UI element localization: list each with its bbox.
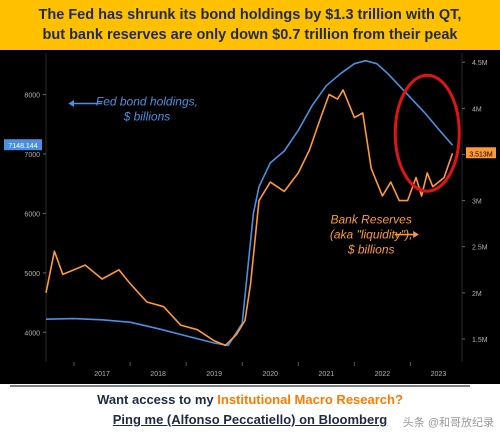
x-tick-label: 2019: [206, 371, 222, 378]
right-tick-label: 4M: [472, 106, 482, 113]
left-tick-label: 4000: [24, 330, 40, 337]
cta-highlight: Institutional Macro Research?: [217, 392, 403, 407]
left-last-value-text: 7148.144: [8, 143, 37, 150]
left-tick-label: 8000: [24, 93, 40, 100]
contact-line[interactable]: Ping me (Alfonso Peccatiello) on Bloombe…: [112, 412, 388, 427]
right-tick-label: 2M: [472, 291, 482, 298]
right-tick-label: 3M: [472, 199, 482, 206]
bank-reserves-line: [45, 89, 454, 347]
line-chart: 2017 2018 2019 2020 2021 2022 2023 4000 5000 6000…: [0, 50, 500, 384]
right-tick-label: 2.5M: [472, 245, 488, 252]
footer-divider: [10, 385, 470, 387]
fed-annotation-arrow-head: [68, 100, 75, 108]
x-tick-label: 2020: [262, 371, 278, 378]
title-line-1: The Fed has shrunk its bond holdings by …: [38, 7, 462, 23]
chart-background: [0, 50, 500, 384]
cta-text: Want access to my Institutional Macro Re…: [0, 392, 500, 407]
x-tick-label: 2018: [150, 371, 166, 378]
right-tick-label: 1.5M: [472, 337, 488, 344]
x-tick-label: 2022: [375, 371, 391, 378]
cta-prefix: Want access to my: [97, 392, 218, 407]
right-last-value-text: 3.513M: [469, 151, 493, 158]
right-tick-label: 4.5M: [472, 60, 488, 67]
x-tick-label: 2023: [431, 371, 447, 378]
left-last-value-tag: [4, 139, 42, 151]
highlight-circle: [393, 73, 461, 193]
reserves-annotation-arrow-head: [413, 231, 419, 239]
left-tick-label: 7000: [24, 152, 40, 159]
watermark: 头条 @和哥放纪录: [402, 417, 494, 429]
left-tick-label: 6000: [24, 211, 40, 218]
title-banner: The Fed has shrunk its bond holdings by …: [0, 0, 500, 50]
right-last-value-tag: [466, 147, 496, 159]
fed-annotation-text: $ billions: [123, 110, 171, 124]
fed-annotation-text: Fed bond holdings,: [96, 95, 198, 109]
reserves-annotation-text: Bank Reserves: [330, 213, 411, 227]
fed-bond-holdings-line: [45, 59, 454, 347]
left-tick-label: 5000: [24, 271, 40, 278]
reserves-annotation-text: $ billions: [347, 243, 395, 257]
reserves-annotation-text: (aka "liquidity"),: [330, 228, 413, 242]
footer: Want access to my Institutional Macro Re…: [0, 384, 500, 437]
x-tick-label: 2021: [319, 371, 335, 378]
title-line-2: but bank reserves are only down $0.7 tri…: [42, 27, 458, 43]
x-tick-label: 2017: [94, 371, 110, 378]
